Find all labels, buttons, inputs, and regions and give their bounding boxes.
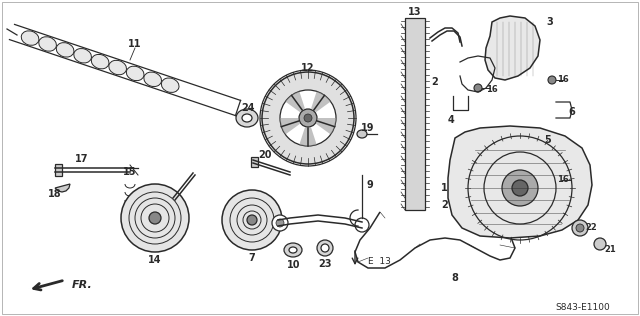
Circle shape: [512, 180, 528, 196]
Polygon shape: [448, 126, 592, 238]
Circle shape: [321, 244, 329, 252]
Text: FR.: FR.: [72, 280, 93, 290]
Polygon shape: [405, 18, 425, 210]
Text: 22: 22: [585, 223, 597, 233]
Text: 17: 17: [76, 154, 89, 164]
Ellipse shape: [161, 78, 179, 92]
Text: 1: 1: [441, 183, 448, 193]
Text: 16: 16: [486, 86, 498, 94]
Ellipse shape: [92, 54, 109, 69]
Circle shape: [548, 76, 556, 84]
Text: 19: 19: [361, 123, 375, 133]
Text: 8: 8: [452, 273, 458, 283]
Text: 2: 2: [441, 200, 448, 210]
Text: 6: 6: [568, 107, 575, 117]
Text: 14: 14: [148, 255, 162, 265]
Ellipse shape: [109, 60, 127, 75]
Text: 2: 2: [431, 77, 438, 87]
Circle shape: [149, 212, 161, 224]
Text: 4: 4: [447, 115, 454, 125]
Ellipse shape: [144, 72, 161, 87]
Ellipse shape: [284, 243, 302, 257]
Text: 12: 12: [301, 63, 315, 73]
Ellipse shape: [126, 66, 144, 81]
Circle shape: [502, 170, 538, 206]
Text: 13: 13: [408, 7, 422, 17]
Polygon shape: [280, 118, 300, 134]
Polygon shape: [55, 164, 62, 176]
Polygon shape: [485, 16, 540, 80]
Circle shape: [276, 219, 284, 227]
Ellipse shape: [21, 31, 39, 45]
Text: 5: 5: [545, 135, 552, 145]
Circle shape: [317, 240, 333, 256]
Circle shape: [594, 238, 606, 250]
Text: 16: 16: [557, 76, 569, 84]
Text: 20: 20: [259, 150, 272, 160]
Circle shape: [247, 215, 257, 225]
Circle shape: [355, 218, 369, 232]
Text: 9: 9: [367, 180, 373, 190]
Polygon shape: [55, 184, 70, 192]
Circle shape: [572, 220, 588, 236]
Circle shape: [299, 109, 317, 127]
Text: 16: 16: [557, 175, 569, 185]
Ellipse shape: [39, 37, 56, 51]
Polygon shape: [311, 91, 331, 112]
Circle shape: [272, 215, 288, 231]
Circle shape: [304, 114, 312, 122]
Ellipse shape: [242, 114, 252, 122]
Text: 10: 10: [287, 260, 301, 270]
Text: 7: 7: [248, 253, 255, 263]
Polygon shape: [300, 128, 317, 146]
Text: 18: 18: [48, 189, 62, 199]
Text: 21: 21: [604, 246, 616, 254]
Circle shape: [280, 90, 336, 146]
Circle shape: [121, 184, 189, 252]
Text: 3: 3: [547, 17, 554, 27]
Circle shape: [262, 72, 354, 164]
Polygon shape: [251, 157, 258, 167]
Text: 24: 24: [241, 103, 255, 113]
Ellipse shape: [74, 49, 92, 63]
Text: S843-E1100: S843-E1100: [555, 303, 610, 313]
Text: E  13: E 13: [368, 258, 391, 266]
Circle shape: [222, 190, 282, 250]
Ellipse shape: [236, 109, 258, 127]
Ellipse shape: [56, 43, 74, 57]
Polygon shape: [316, 118, 336, 134]
Text: 15: 15: [124, 167, 137, 177]
Ellipse shape: [357, 130, 367, 138]
Circle shape: [554, 176, 562, 184]
Circle shape: [474, 84, 482, 92]
Polygon shape: [285, 91, 305, 112]
Text: 23: 23: [318, 259, 332, 269]
Circle shape: [576, 224, 584, 232]
Ellipse shape: [289, 247, 297, 253]
Text: 11: 11: [128, 39, 141, 49]
